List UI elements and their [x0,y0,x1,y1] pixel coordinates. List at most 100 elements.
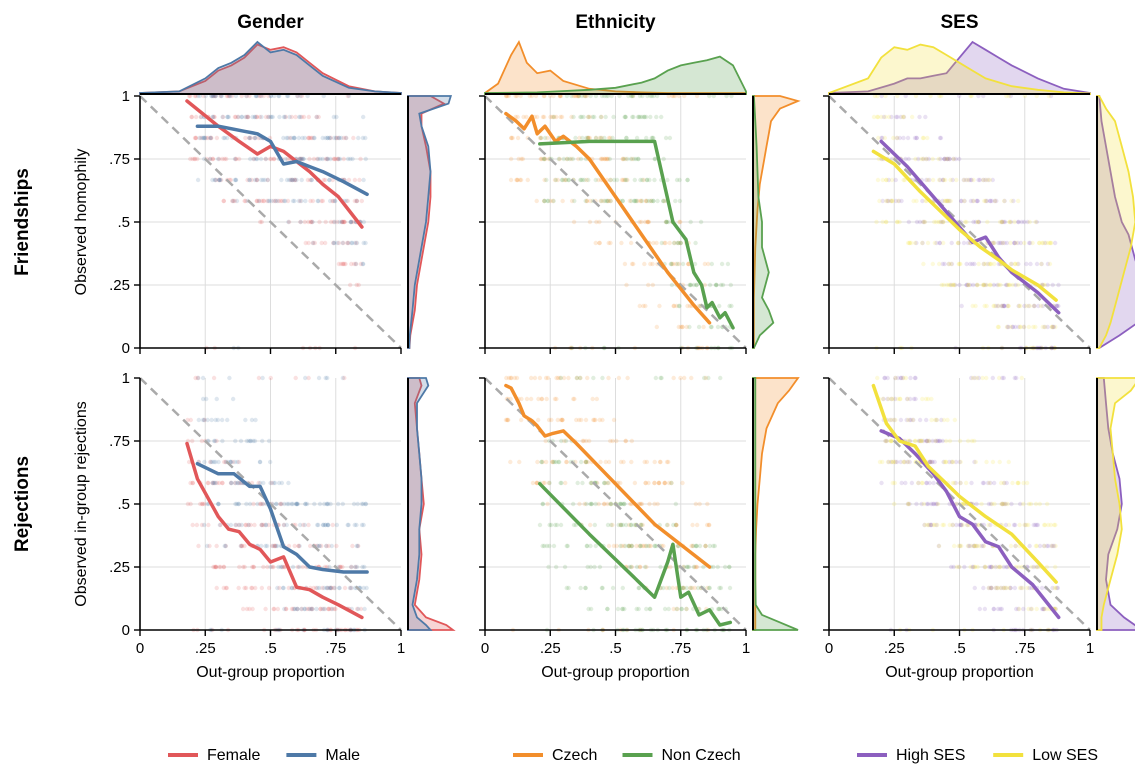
data-point [331,606,337,612]
data-point [264,198,270,204]
data-point [632,198,637,204]
data-point [346,522,351,528]
data-point [624,177,629,183]
data-point [661,585,666,591]
data-point [506,417,511,423]
data-point [727,564,732,570]
data-point [914,135,919,141]
data-point [619,522,624,528]
data-point [589,480,594,486]
data-point [688,585,694,591]
data-point [606,543,612,549]
data-point [657,459,663,465]
data-point [906,501,911,507]
data-point [924,156,929,162]
data-point [583,585,588,591]
data-point [634,564,640,570]
data-point [258,501,263,507]
data-point [221,585,227,591]
data-point [981,261,986,267]
data-point [989,198,995,204]
data-point [882,135,888,141]
data-point [980,480,986,486]
data-point [705,585,710,591]
series-line-female [185,441,364,620]
data-point [646,480,651,486]
data-point [996,375,1002,381]
data-point [1000,240,1006,246]
data-point [320,156,325,162]
data-point [626,543,632,549]
data-point [713,282,719,288]
data-point [193,135,199,141]
data-point [553,522,558,528]
data-point [535,417,541,423]
data-point [324,564,330,570]
data-point [975,282,980,288]
data-point [653,375,659,381]
data-point [198,135,204,141]
data-point [1039,585,1045,591]
data-point [212,480,217,486]
data-point [654,114,659,120]
data-point [606,198,611,204]
x-tick-label: .25 [884,640,905,657]
data-point [997,564,1002,570]
data-point [1033,324,1038,330]
data-point [983,564,988,570]
data-point [320,522,326,528]
data-point [707,282,713,288]
data-point [210,480,216,486]
data-point [1027,303,1032,309]
data-point [714,282,719,288]
data-point [880,396,886,402]
data-point [325,501,330,507]
data-point [547,543,552,549]
data-point [248,438,253,444]
data-point [1003,282,1009,288]
data-point [966,282,971,288]
data-point [569,198,575,204]
data-point [218,522,223,528]
data-point [900,375,906,381]
data-point [1041,606,1046,612]
data-point [517,177,523,183]
data-point [263,522,269,528]
data-point [666,459,671,465]
data-point [638,198,643,204]
data-point [341,135,347,141]
data-point [976,219,982,225]
data-point [208,135,214,141]
data-point [212,114,217,120]
data-point [1022,240,1027,246]
data-point [272,543,278,549]
data-point [927,459,933,465]
data-point [216,177,222,183]
data-point [315,198,320,204]
data-point [547,480,552,486]
data-point [338,261,344,267]
data-point [893,459,898,465]
data-point [621,156,627,162]
data-point [1022,522,1027,528]
data-point [976,219,982,225]
data-point [217,564,222,570]
data-point [300,564,305,570]
data-point [1013,606,1019,612]
data-point [918,438,924,444]
data-point [292,135,297,141]
data-point [1007,219,1013,225]
data-point [990,375,996,381]
data-point [233,438,238,444]
data-point [676,324,682,330]
data-point [1039,261,1044,267]
data-point [890,417,895,423]
data-point [579,417,584,423]
data-point [195,156,200,162]
data-point [984,375,989,381]
data-point [991,240,997,246]
data-point [906,417,911,423]
data-point [608,135,613,141]
data-point [951,543,957,549]
data-point [252,135,258,141]
